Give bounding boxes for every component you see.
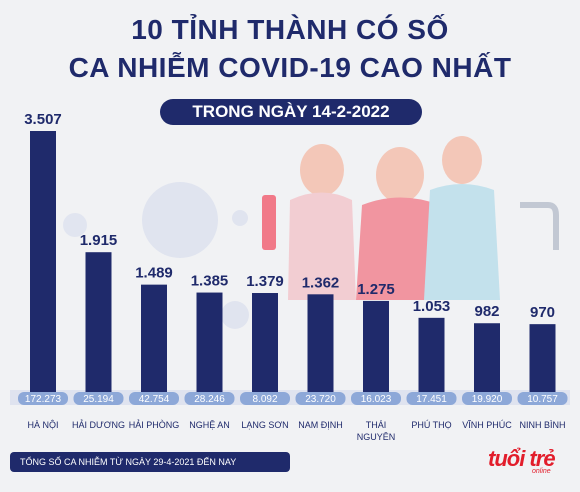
value-label: 1.362 <box>302 274 340 291</box>
total-pill <box>18 392 68 405</box>
person-illustration <box>288 192 356 300</box>
faucet-icon <box>520 202 559 250</box>
category-label: NGUYÊN <box>357 432 396 442</box>
person-illustration <box>300 144 344 196</box>
bar <box>85 252 112 398</box>
chart-title-line-1: 10 TỈNH THÀNH CÓ SỐ <box>131 14 449 45</box>
total-label: 25.194 <box>83 394 114 405</box>
person-illustration <box>376 147 424 203</box>
category-label: HẢI PHÒNG <box>129 419 180 430</box>
decorative-illustration <box>63 136 559 329</box>
total-label: 42.754 <box>139 394 170 405</box>
total-pill <box>406 392 457 405</box>
value-label: 1.275 <box>357 281 395 298</box>
value-label: 970 <box>530 304 555 321</box>
total-label: 17.451 <box>416 394 447 405</box>
virus-decoration <box>232 210 248 226</box>
total-pill <box>129 392 179 405</box>
bar <box>363 300 389 398</box>
total-pill <box>517 392 568 405</box>
total-pill <box>184 392 235 405</box>
logo-text: tuổi trẻ <box>488 446 556 471</box>
total-pill <box>240 392 290 405</box>
total-label: 16.023 <box>361 394 392 405</box>
total-label: 10.757 <box>527 394 558 405</box>
bar <box>196 292 223 398</box>
category-label: LẠNG SƠN <box>241 420 288 430</box>
bar <box>418 317 445 398</box>
total-pill <box>462 392 512 405</box>
category-label: PHÚ THỌ <box>411 420 451 430</box>
bar <box>141 284 167 398</box>
bar <box>252 293 278 398</box>
virus-decoration <box>63 213 87 237</box>
total-pill <box>351 392 401 405</box>
category-label: NAM ĐỊNH <box>298 420 343 430</box>
tuoi-tre-logo: tuổi trẻ online <box>488 446 568 476</box>
bar <box>529 324 556 398</box>
total-pill <box>73 392 124 405</box>
logo-subtext: online <box>532 468 551 475</box>
total-label: 172.273 <box>25 394 62 405</box>
value-label: 1.385 <box>191 273 229 290</box>
person-illustration <box>442 136 482 184</box>
category-label: NGHỆ AN <box>189 420 230 430</box>
virus-decoration <box>221 301 249 329</box>
bars-group: 3.507 172.273 HÀ NỘI 1.915 25.194 HẢI DƯƠNG 1.… <box>18 111 568 442</box>
spray-bottle-icon <box>262 195 276 250</box>
value-label: 982 <box>474 303 499 320</box>
category-label: VĨNH PHÚC <box>462 420 512 430</box>
value-label: 1.915 <box>80 232 118 249</box>
virus-decoration <box>142 182 218 258</box>
value-label: 1.489 <box>135 265 173 282</box>
totals-legend: TỔNG SỐ CA NHIỄM TỪ NGÀY 29-4-2021 ĐẾN N… <box>10 452 290 472</box>
value-label: 1.379 <box>246 273 284 290</box>
bar <box>307 294 334 398</box>
bar <box>30 131 56 398</box>
value-label: 3.507 <box>24 111 62 128</box>
chart-title-line-2: CA NHIỄM COVID-19 CAO NHẤT <box>68 52 512 83</box>
total-label: 23.720 <box>305 394 336 405</box>
person-illustration <box>356 197 446 300</box>
total-pill <box>295 392 346 405</box>
category-label: HÀ NỘI <box>27 420 58 430</box>
bar <box>474 323 500 398</box>
total-label: 28.246 <box>194 394 225 405</box>
category-label: HẢI DƯƠNG <box>72 419 125 430</box>
date-subtitle: TRONG NGÀY 14-2-2022 <box>160 99 422 125</box>
category-label: NINH BÌNH <box>519 420 565 430</box>
total-label: 19.920 <box>472 394 503 405</box>
value-label: 1.053 <box>413 298 451 315</box>
person-illustration <box>424 184 500 300</box>
category-label: THÁI <box>366 420 387 430</box>
total-label: 8.092 <box>252 394 277 405</box>
